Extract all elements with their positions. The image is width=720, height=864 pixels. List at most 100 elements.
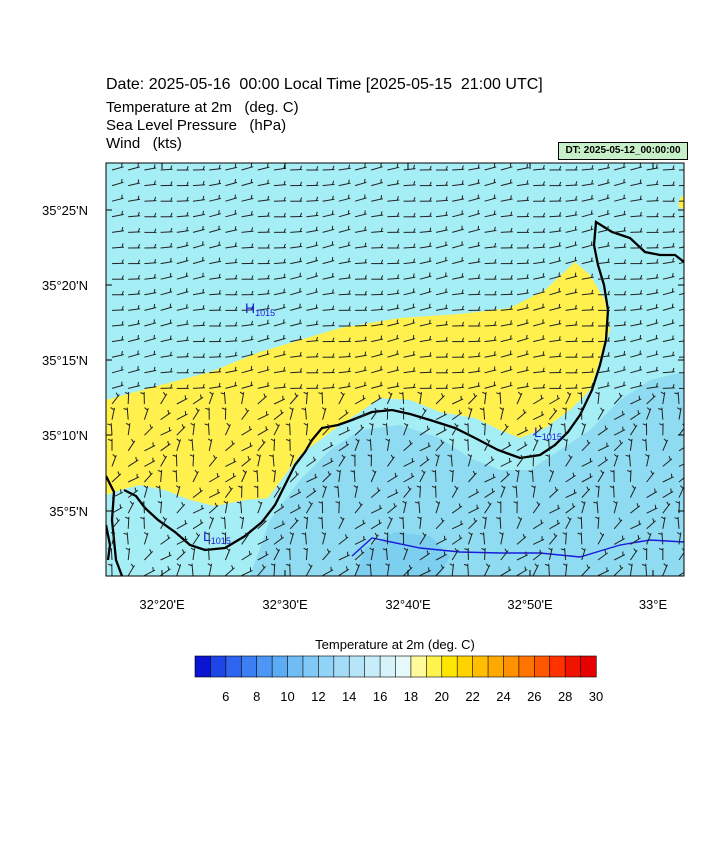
wind-barb [419, 469, 426, 483]
temperature-colorbar [194, 655, 597, 678]
wind-barb [290, 303, 302, 311]
wind-barb [452, 273, 465, 280]
wind-barb [221, 407, 227, 420]
wind-barb [449, 438, 454, 451]
wind-barb [354, 178, 367, 187]
wind-barb [205, 532, 210, 545]
wind-barb [484, 290, 497, 296]
wind-barb [225, 290, 238, 296]
wind-barb [500, 227, 513, 233]
wind-barb [627, 469, 632, 483]
wind-barb [128, 350, 140, 358]
wind-barb [646, 319, 659, 327]
wind-barb [533, 383, 546, 389]
wind-barb [127, 487, 139, 498]
wind-barb [127, 563, 135, 576]
wind-barb [225, 381, 238, 389]
wind-barb [516, 304, 529, 311]
wind-barb [371, 350, 383, 358]
wind-barb [257, 551, 269, 561]
wind-barb [354, 351, 367, 358]
wind-barb [532, 394, 544, 405]
wind-barb [338, 257, 351, 265]
wind-barb [516, 212, 530, 218]
lat-label: 35°5'N [49, 504, 88, 519]
wind-barb [128, 319, 141, 327]
colorbar-tick-label: 14 [341, 689, 357, 704]
colorbar-tick-label: 28 [557, 689, 573, 704]
wind-barb [662, 319, 675, 327]
wind-barb [176, 535, 188, 545]
wind-barb [225, 366, 238, 374]
wind-barb [204, 423, 210, 436]
wind-barb [128, 366, 140, 374]
wind-barb [160, 257, 173, 265]
wind-barb [111, 210, 124, 218]
wind-barb [321, 531, 327, 545]
wind-barb [209, 241, 221, 249]
wind-barb [630, 503, 641, 514]
wind-barb [273, 196, 287, 202]
wind-barb [516, 274, 529, 280]
wind-barb [290, 242, 303, 249]
wind-barb [176, 304, 189, 311]
wind-barb [107, 563, 113, 576]
wind-barb [463, 438, 469, 451]
wind-barb [678, 185, 684, 187]
wind-barb [144, 228, 157, 233]
wind-barb [500, 471, 511, 483]
wind-barb [468, 392, 478, 405]
wind-barb [387, 179, 400, 187]
wind-barb [160, 242, 173, 249]
wind-barb [338, 367, 351, 374]
wind-barb [354, 549, 365, 561]
wind-barb [549, 336, 562, 343]
wind-barb [333, 485, 340, 498]
wind-barb [176, 226, 189, 233]
wind-barb [597, 290, 611, 296]
wind-barb [678, 261, 684, 265]
wind-barb [338, 194, 351, 202]
wind-barb [209, 273, 222, 280]
wind-barb [641, 563, 648, 576]
wind-barb [597, 210, 610, 218]
wind-barb [614, 163, 626, 171]
wind-barb [403, 228, 416, 233]
wind-barb [354, 501, 363, 514]
wind-barb [630, 304, 643, 311]
wind-barb [484, 488, 495, 499]
wind-barb [371, 227, 384, 233]
wind-barb [322, 485, 327, 498]
wind-barb [338, 322, 351, 327]
wind-barb [322, 305, 335, 311]
wind-barb [468, 194, 481, 202]
wind-barb [209, 382, 222, 389]
wind-barb [111, 517, 120, 530]
wind-barb [225, 351, 238, 358]
wind-barb [435, 241, 448, 249]
wind-barb [382, 423, 388, 436]
wind-barb [125, 422, 131, 436]
wind-barb [403, 212, 416, 218]
colorbar-tick-label: 20 [434, 689, 450, 704]
wind-barb [678, 447, 684, 452]
wind-barb [625, 454, 631, 467]
wind-barb [257, 334, 270, 343]
wind-barb [241, 366, 254, 374]
wind-barb [123, 407, 129, 420]
wind-barb [353, 485, 358, 498]
wind-barb [468, 470, 477, 483]
wind-barb [565, 211, 578, 218]
wind-barb [335, 501, 340, 514]
wind-barb [658, 532, 664, 545]
wind-barb [468, 504, 480, 514]
wind-barb [614, 290, 627, 296]
wind-barb [597, 179, 610, 187]
wind-barb [435, 411, 447, 421]
wind-barb [270, 563, 276, 576]
wind-barb [273, 367, 286, 374]
wind-barb [111, 454, 117, 467]
wind-barb [449, 469, 454, 483]
wind-barb [354, 535, 367, 545]
wind-barb [646, 407, 652, 420]
